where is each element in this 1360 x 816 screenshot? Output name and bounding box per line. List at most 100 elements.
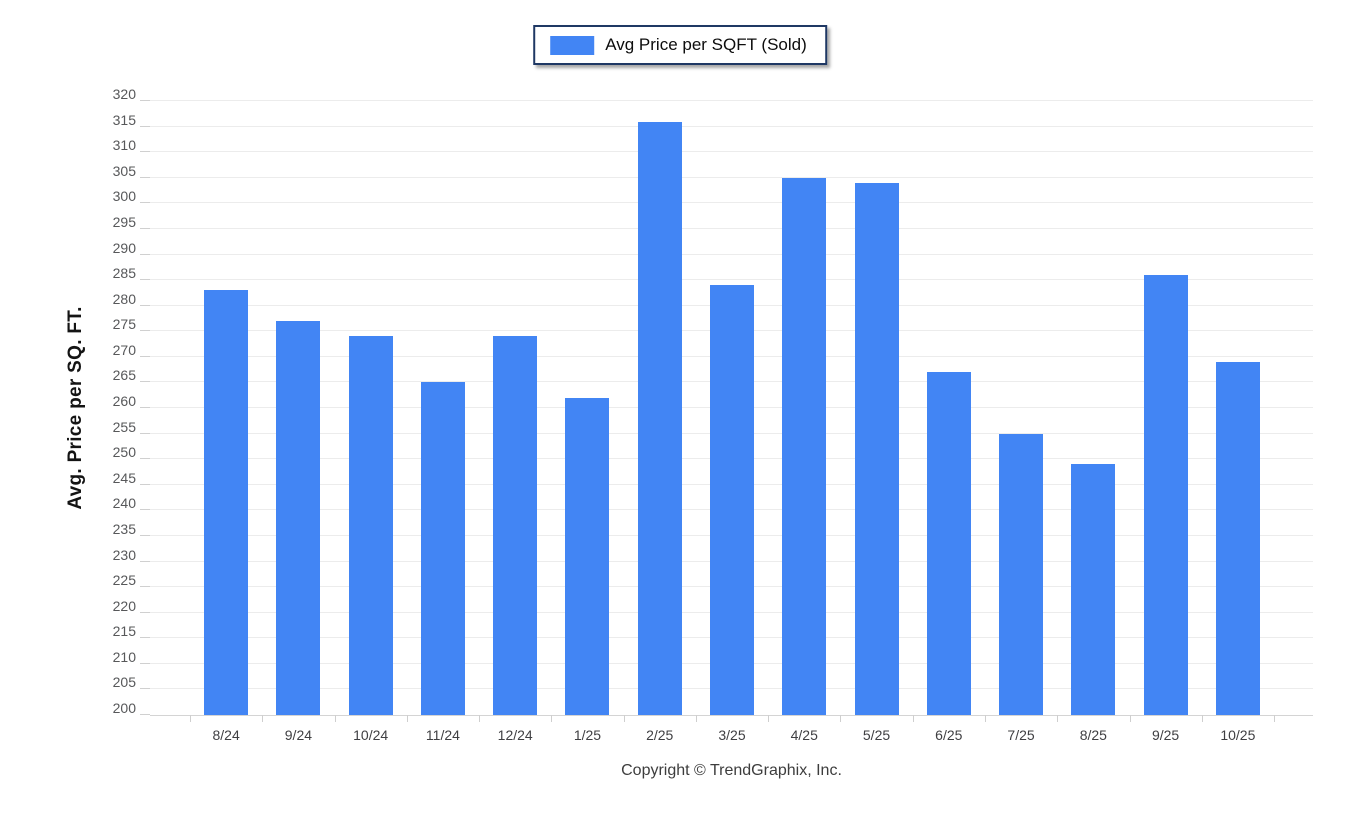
x-tick-mark-7 [695, 715, 697, 722]
y-tick-mark-290 [140, 253, 150, 255]
bar-10/24 [348, 336, 393, 715]
y-tick-mark-300 [140, 202, 150, 204]
bar-column-6/25: 6/25 [913, 101, 985, 742]
bar-column-10/25: 10/25 [1202, 101, 1274, 742]
y-tick-label-245: 245 [112, 469, 136, 486]
y-tick-mark-280 [140, 304, 150, 306]
x-tick-label-6/25: 6/25 [935, 727, 963, 743]
bar-column-5/25: 5/25 [840, 101, 912, 742]
legend-series-label: Avg Price per SQFT (Sold) [605, 35, 807, 54]
y-tick-mark-320 [140, 100, 150, 101]
x-tick-label-12/24: 12/24 [497, 727, 533, 743]
x-tick-label-7/25: 7/25 [1007, 727, 1035, 743]
gridline-285 [150, 279, 1313, 281]
y-tick-label-215: 215 [112, 623, 136, 640]
copyright-text: Copyright © TrendGraphix, Inc. [621, 762, 842, 779]
y-tick-label-265: 265 [112, 367, 136, 384]
y-tick-mark-310 [140, 151, 150, 153]
x-tick-label-1/25: 1/25 [573, 727, 602, 743]
x-tick-mark-9 [840, 715, 842, 722]
y-tick-mark-295 [140, 227, 150, 229]
y-tick-label-210: 210 [112, 648, 136, 665]
x-tick-label-10/24: 10/24 [353, 727, 389, 743]
x-tick-mark-12 [1057, 715, 1059, 722]
bar-12/24 [493, 336, 538, 715]
bar-9/24 [276, 321, 321, 715]
gridline-295 [150, 227, 1313, 229]
y-tick-mark-250 [140, 458, 150, 460]
x-tick-label-8/24: 8/24 [212, 727, 240, 743]
bar-6/25 [926, 372, 971, 715]
x-tick-label-2/25: 2/25 [646, 727, 674, 743]
y-tick-mark-275 [140, 330, 150, 332]
bar-2/25 [637, 121, 682, 715]
y-tick-mark-215 [140, 637, 150, 639]
y-tick-label-315: 315 [112, 111, 136, 128]
y-tick-label-225: 225 [112, 572, 136, 589]
bars-layer: 8/24 9/24 10/24 11/24 12/24 1/25 2/25 3/25 4/25 5… [190, 101, 1274, 742]
plot-area: 200 205 210 215 220 225 230 235 240 245 250 255 260 2… [113, 87, 1313, 742]
y-tick-label-255: 255 [112, 418, 136, 435]
y-tick-mark-225 [140, 586, 150, 588]
y-tick-label-230: 230 [112, 546, 136, 563]
x-tick-mark-0 [190, 715, 191, 722]
y-tick-label-275: 275 [112, 316, 136, 333]
y-tick-mark-240 [140, 509, 150, 511]
y-tick-mark-305 [140, 176, 150, 178]
bar-column-11/24: 11/24 [407, 101, 479, 742]
x-tick-mark-13 [1129, 715, 1131, 722]
bar-column-3/25: 3/25 [696, 101, 768, 742]
bar-11/24 [420, 382, 465, 715]
bar-5/25 [854, 182, 899, 715]
x-tick-label-4/25: 4/25 [790, 727, 818, 743]
y-tick-mark-245 [140, 483, 150, 485]
y-tick-label-300: 300 [112, 188, 136, 205]
bar-column-12/24: 12/24 [479, 101, 551, 742]
y-tick-label-320: 320 [112, 86, 136, 102]
y-tick-mark-205 [140, 688, 150, 690]
y-tick-mark-230 [140, 560, 150, 562]
bar-8/25 [1071, 464, 1116, 715]
x-tick-mark-8 [768, 715, 770, 722]
bar-4/25 [782, 177, 827, 715]
x-tick-label-11/24: 11/24 [425, 727, 460, 743]
gridline-320 [150, 100, 1313, 101]
gridline-310 [150, 151, 1313, 153]
bar-column-8/25: 8/25 [1057, 101, 1129, 742]
bar-column-10/24: 10/24 [335, 101, 407, 742]
x-tick-mark-14 [1201, 715, 1203, 722]
bar-3/25 [709, 285, 754, 715]
x-tick-label-10/25: 10/25 [1220, 727, 1256, 743]
y-tick-mark-235 [140, 534, 150, 536]
bar-column-9/24: 9/24 [262, 101, 334, 742]
legend-color-swatch-icon [550, 35, 595, 55]
bar-7/25 [999, 433, 1044, 715]
x-tick-label-5/25: 5/25 [862, 727, 891, 743]
bar-column-1/25: 1/25 [551, 101, 623, 742]
bar-column-4/25: 4/25 [768, 101, 840, 742]
y-tick-mark-210 [140, 662, 150, 664]
y-tick-label-280: 280 [112, 290, 136, 307]
y-tick-mark-285 [140, 279, 150, 281]
y-tick-label-285: 285 [112, 265, 136, 282]
y-tick-label-310: 310 [112, 137, 136, 154]
y-tick-label-270: 270 [112, 341, 136, 358]
bar-1/25 [565, 397, 610, 715]
y-tick-label-220: 220 [112, 597, 136, 614]
bar-10/25 [1215, 362, 1260, 715]
y-tick-label-235: 235 [112, 520, 136, 537]
y-tick-label-200: 200 [112, 700, 136, 716]
y-tick-label-205: 205 [112, 674, 136, 691]
bar-9/25 [1143, 275, 1188, 715]
x-tick-mark-4 [479, 715, 481, 722]
x-tick-label-9/25: 9/25 [1151, 727, 1180, 743]
y-tick-label-250: 250 [112, 444, 136, 461]
y-tick-label-305: 305 [112, 162, 136, 179]
y-tick-mark-270 [140, 355, 150, 357]
y-tick-mark-200 [140, 714, 150, 715]
y-tick-label-260: 260 [112, 393, 136, 409]
gridline-300 [150, 202, 1313, 204]
x-tick-mark-3 [406, 715, 408, 722]
y-tick-mark-265 [140, 381, 150, 383]
